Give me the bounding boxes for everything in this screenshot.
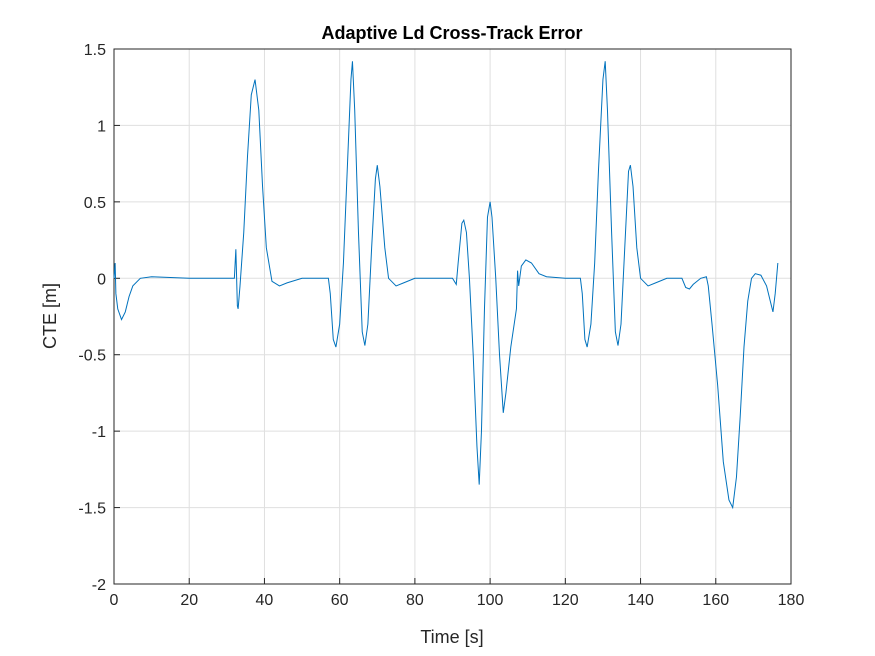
plot-area <box>114 49 791 584</box>
x-tick-label: 140 <box>627 592 654 609</box>
y-tick-label: -1.5 <box>78 501 106 518</box>
y-tick-label: 1.5 <box>84 42 106 59</box>
y-tick-label: 0 <box>97 271 106 288</box>
x-axis-label: Time [s] <box>420 627 483 647</box>
x-tick-label: 160 <box>702 592 729 609</box>
x-tick-label: 20 <box>180 592 198 609</box>
x-tick-label: 40 <box>256 592 274 609</box>
axes-box <box>113 48 792 585</box>
data-line <box>113 61 779 510</box>
x-tick-label: 80 <box>406 592 424 609</box>
x-tick-label: 120 <box>552 592 579 609</box>
x-tick-label: 180 <box>778 592 805 609</box>
y-tick-label: 0.5 <box>84 195 106 212</box>
y-axis-label: CTE [m] <box>40 283 60 349</box>
chart-title: Adaptive Ld Cross-Track Error <box>321 23 582 43</box>
y-tick-label: -1 <box>92 424 106 441</box>
x-tick-label: 100 <box>477 592 504 609</box>
y-tick-label: 1 <box>97 118 106 135</box>
y-tick-label: -2 <box>92 577 106 594</box>
x-tick-label: 0 <box>110 592 119 609</box>
y-tick-label: -0.5 <box>78 348 106 365</box>
x-tick-label: 60 <box>331 592 349 609</box>
